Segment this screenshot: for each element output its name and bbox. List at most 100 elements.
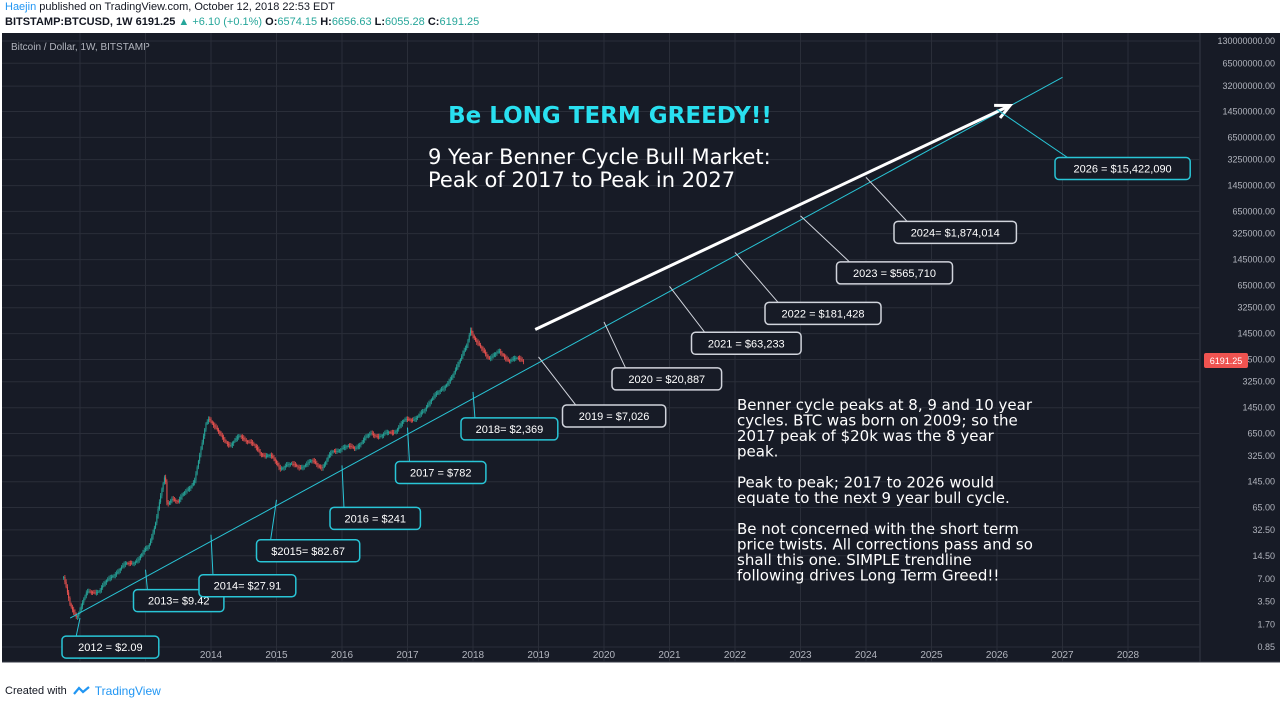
candle-body bbox=[497, 351, 499, 353]
callout-label: 2023 = $565,710 bbox=[853, 268, 936, 280]
candle-body bbox=[316, 463, 318, 465]
last-price: 6191.25 bbox=[135, 16, 176, 28]
candle-body bbox=[414, 419, 416, 420]
callout-label: 2017 = $782 bbox=[410, 468, 471, 480]
candle-body bbox=[69, 598, 71, 604]
y-tick-label: 14.50 bbox=[1252, 551, 1275, 561]
candle-body bbox=[356, 447, 358, 449]
commentary-line: Benner cycle peaks at 8, 9 and 10 year bbox=[737, 396, 1033, 414]
candle-body bbox=[432, 397, 434, 400]
low-label: L: bbox=[374, 16, 386, 28]
tradingview-icon bbox=[72, 686, 90, 695]
candle-body bbox=[66, 587, 68, 593]
candle-body bbox=[475, 338, 477, 341]
x-tick-label: 2014 bbox=[200, 650, 223, 661]
candle-body bbox=[409, 419, 411, 421]
close-value: 6191.25 bbox=[439, 16, 480, 28]
candle-body bbox=[332, 451, 334, 453]
candle-body bbox=[298, 466, 300, 468]
callout-box bbox=[611, 367, 723, 391]
candle-body bbox=[116, 573, 118, 575]
price-chart[interactable]: Bitcoin / Dollar, 1W, BITSTAMP2012201320… bbox=[0, 33, 1280, 671]
candle-body bbox=[340, 449, 342, 451]
candle-body bbox=[213, 423, 215, 426]
candle-body bbox=[230, 445, 232, 447]
candle-body bbox=[522, 360, 524, 362]
callout-label: 2019 = $7,026 bbox=[579, 411, 650, 423]
candle-body bbox=[278, 465, 280, 468]
candle-body bbox=[400, 423, 402, 426]
x-tick-label: 2025 bbox=[920, 650, 943, 661]
candle-body bbox=[162, 483, 164, 490]
candle-body bbox=[122, 565, 124, 568]
candle-body bbox=[176, 500, 178, 502]
candle-body bbox=[245, 440, 247, 442]
candle-body bbox=[269, 455, 271, 456]
candle-body bbox=[320, 466, 322, 468]
candle-body bbox=[276, 460, 277, 463]
callout-box bbox=[835, 261, 954, 285]
candle-body bbox=[412, 419, 414, 421]
candle-body bbox=[200, 448, 202, 455]
candle-body bbox=[435, 393, 437, 395]
candle-body bbox=[148, 544, 150, 547]
candle-body bbox=[390, 432, 392, 434]
candle-body bbox=[171, 498, 173, 501]
candle-body bbox=[260, 453, 262, 455]
candle-body bbox=[187, 489, 189, 491]
candle-body bbox=[252, 442, 254, 444]
callout-box bbox=[690, 331, 802, 356]
candle-body bbox=[315, 461, 317, 464]
candle-body bbox=[503, 355, 505, 358]
candle-body bbox=[270, 455, 272, 457]
candle-body bbox=[312, 460, 314, 462]
chart-pane bbox=[2, 33, 1200, 662]
x-tick-label: 2021 bbox=[658, 650, 681, 661]
candle-body bbox=[399, 425, 401, 428]
x-tick-label: 2016 bbox=[331, 650, 354, 661]
candle-body bbox=[310, 460, 312, 462]
candle-body bbox=[469, 330, 471, 336]
candle-body bbox=[456, 367, 458, 370]
candle-body bbox=[234, 439, 236, 442]
y-tick-label: 3250000.00 bbox=[1227, 155, 1275, 165]
candle-body bbox=[313, 460, 315, 462]
candle-body bbox=[238, 436, 240, 438]
candle-body bbox=[170, 500, 172, 503]
candle-body bbox=[514, 358, 516, 360]
candle-body bbox=[407, 419, 408, 421]
candle-body bbox=[302, 467, 304, 468]
y-tick-label: 3250.00 bbox=[1242, 377, 1275, 387]
candle-body bbox=[391, 432, 393, 434]
tradingview-logo[interactable]: TradingView bbox=[72, 684, 161, 698]
candle-body bbox=[74, 612, 76, 615]
candle-body bbox=[215, 426, 217, 428]
candle-body bbox=[389, 432, 391, 434]
footer: Created with TradingView bbox=[5, 684, 161, 698]
candle-body bbox=[186, 490, 188, 492]
candle-body bbox=[179, 499, 181, 502]
candle-body bbox=[190, 486, 192, 489]
candle-body bbox=[376, 436, 378, 438]
trend-arrow bbox=[534, 104, 1011, 331]
candle-body bbox=[133, 562, 135, 564]
candle-body bbox=[235, 438, 237, 440]
x-tick-label: 2018 bbox=[462, 650, 485, 661]
candle-body bbox=[248, 441, 250, 443]
candle-body bbox=[429, 401, 431, 404]
candle-body bbox=[304, 465, 306, 467]
subtitle-line: Peak of 2017 to Peak in 2027 bbox=[428, 168, 735, 192]
candle-body bbox=[306, 463, 308, 466]
candle-body bbox=[335, 451, 337, 453]
candle-body bbox=[428, 403, 430, 406]
candle-body bbox=[93, 592, 95, 594]
candle-body bbox=[292, 463, 294, 465]
headline: Be LONG TERM GREEDY!! bbox=[448, 103, 772, 129]
close-label: C: bbox=[427, 16, 440, 28]
candle-body bbox=[87, 591, 89, 593]
candle-body bbox=[220, 433, 222, 436]
author-link[interactable]: Haejin bbox=[5, 1, 37, 13]
candle-body bbox=[142, 552, 144, 554]
candle-body bbox=[453, 372, 455, 376]
candle-body bbox=[236, 437, 238, 439]
